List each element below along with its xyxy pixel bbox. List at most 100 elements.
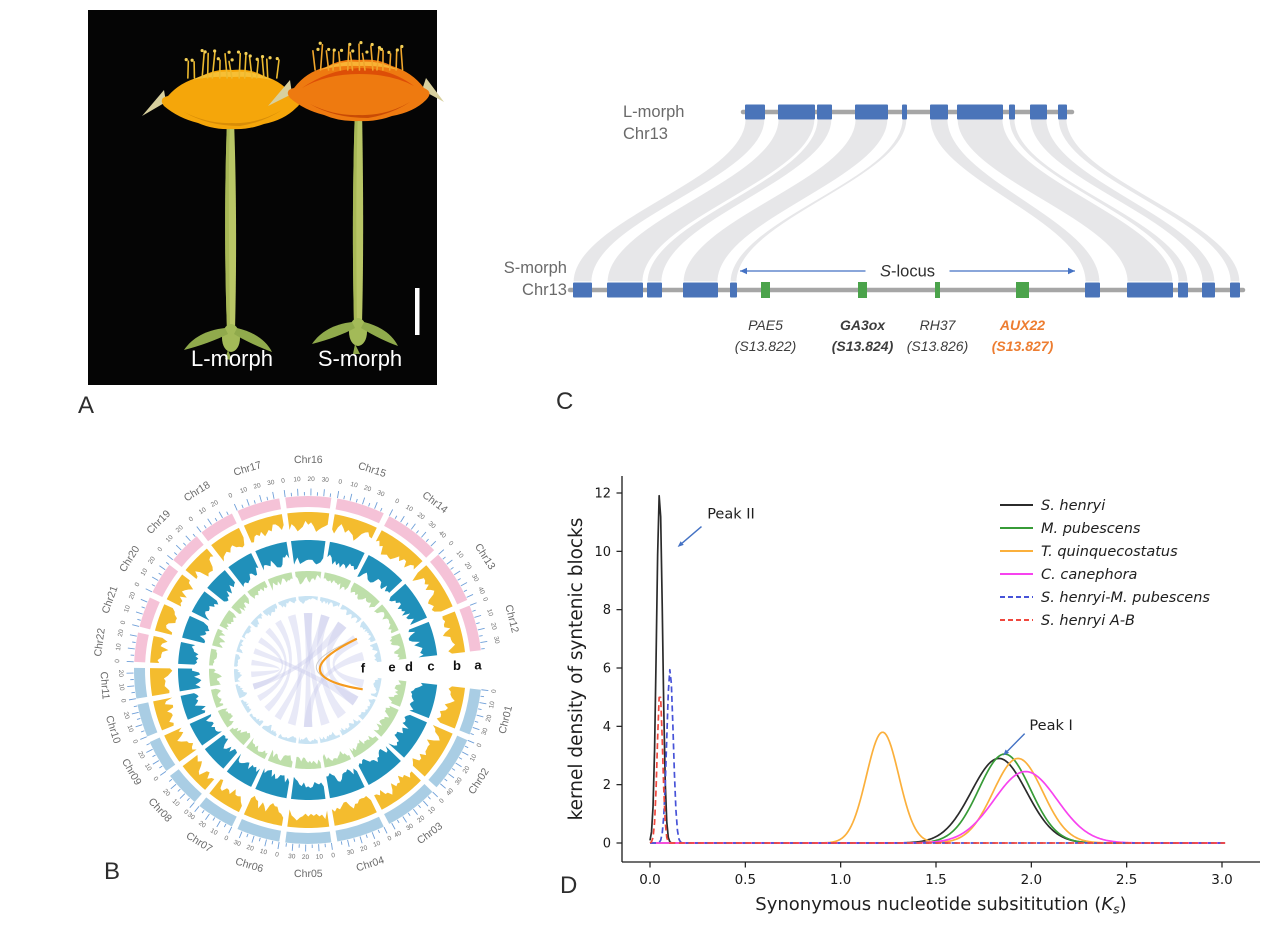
tick-label-Chr09-0: 0: [151, 775, 159, 782]
panel-label-b: B: [104, 858, 121, 885]
synteny-block-top-3: [855, 104, 888, 120]
tick-label-Chr05-30: 30: [288, 853, 296, 861]
track-d-Chr22: [209, 648, 218, 666]
track-e-Chr10: [235, 684, 248, 699]
track-d-Chr21: [212, 628, 226, 649]
chromosome-name-Chr22: Chr22: [92, 627, 108, 657]
chromosome-arc-Chr01: [459, 688, 481, 735]
track-e-Chr09: [240, 699, 252, 713]
track-c-Chr18: [228, 553, 259, 587]
gene-id-PAE5: (S13.822): [735, 338, 796, 354]
track-e-Chr21: [236, 639, 244, 654]
legend-label-5: S. henryi A-B: [1041, 613, 1135, 629]
track-d-Chr06: [267, 749, 293, 768]
track-d-Chr18: [247, 580, 268, 599]
chromosome-name-Chr12: Chr12: [502, 603, 521, 634]
track-c-Chr20: [191, 591, 219, 621]
y-tick-6: 6: [603, 662, 611, 677]
annotation-Peak-II: Peak II: [707, 506, 755, 522]
tick-label-Chr14-20: 20: [416, 511, 426, 521]
tick-label-Chr03-20: 20: [416, 814, 426, 824]
tick-label-Chr21-20: 20: [128, 591, 137, 601]
chromosome-ticks: 0102030010203040010203040010203001020300…: [114, 476, 500, 861]
chromosome-name-Chr20: Chr20: [117, 544, 142, 575]
gene-markers: [761, 282, 1029, 298]
synteny-ribbon-1: [606, 118, 816, 283]
tick-label-Chr02-20: 20: [462, 765, 472, 775]
synteny-block-bottom-6: [1127, 282, 1173, 298]
tick-label-Chr22-10: 10: [115, 643, 123, 651]
track-letter-d: d: [405, 659, 413, 674]
track-e-Chr06: [277, 734, 297, 743]
track-d-Chr17: [267, 572, 293, 591]
synteny-ribbon-5: [929, 118, 1101, 283]
ribbon-Chr18-Chr08: [264, 619, 292, 712]
synteny-ribbon-3: [682, 118, 889, 283]
synteny-block-top-9: [1058, 104, 1067, 120]
tick-label-Chr10-10: 10: [125, 724, 134, 733]
bottom-chromosome-label-line1: S-morph: [504, 259, 567, 277]
chromosome-arc-Chr13: [430, 554, 468, 605]
track-d-Chr11: [209, 668, 222, 687]
axes: 0 2 4 6 8 10 12 0.0 0.5 1.0 1.5 2.0 2.5 3.0: [594, 476, 1260, 888]
tick-label-Chr02-10: 10: [469, 753, 479, 763]
track-b-Chr17: [243, 514, 284, 543]
text-layer: PAE5 (S13.822) GA3ox (S13.824) RH37 (S13.826)…: [504, 103, 1075, 354]
chromosome-arc-Chr08: [169, 769, 202, 803]
tick-label-Chr07-20: 20: [197, 820, 207, 830]
ribbon-Chr14-Chr10: [252, 621, 347, 690]
tick-label-Chr02-40: 40: [445, 787, 455, 797]
ribbon-Chr14-Chr02: [326, 621, 359, 706]
synteny-block-top-8: [1030, 104, 1047, 120]
chromosome-arc-Chr21: [139, 597, 160, 630]
gene-id-RH37: (S13.826): [907, 338, 968, 354]
tick-label-Chr03-0: 0: [438, 797, 446, 805]
track-d-Chr03: [349, 735, 379, 758]
synteny-block-bottom-8: [1202, 282, 1215, 298]
tick-label-Chr15-0: 0: [338, 478, 343, 486]
tick-label-Chr01-20: 20: [485, 714, 494, 723]
ribbon-Chr12-Chr05: [303, 652, 365, 728]
tick-label-Chr18-20: 20: [210, 499, 220, 509]
track-d-Chr12: [389, 633, 407, 660]
tick-label-Chr21-10: 10: [123, 604, 132, 613]
track-c-Chr13: [389, 583, 427, 626]
gene-id-AUX22: (S13.827): [992, 338, 1054, 354]
tick-label-Chr17-0: 0: [228, 492, 234, 500]
track-letter-f: f: [361, 660, 366, 675]
tick-label-Chr05-0: 0: [331, 852, 336, 859]
tick-label-Chr15-10: 10: [350, 481, 359, 490]
track-b-Chr15: [332, 514, 377, 541]
ribbon-Chr22-Chr11: [251, 659, 280, 678]
kde-curve-S-henryi-M-pubescens: [650, 668, 1226, 844]
track-e-Chr11: [234, 669, 243, 683]
tick-label-Chr11-10: 10: [117, 683, 125, 691]
panel-label-c: C: [556, 388, 574, 415]
track-b-Chr01: [436, 686, 465, 729]
track-b-Chr03: [374, 771, 421, 810]
tick-label-Chr01-0: 0: [491, 689, 498, 694]
ribbon-Chr17-Chr06: [287, 614, 302, 726]
track-b-Chr12: [442, 611, 465, 654]
track-d-Chr01: [388, 680, 407, 707]
flower-stamens: [184, 48, 280, 79]
synteny-block-bottom-9: [1230, 282, 1240, 298]
synteny-blocks: [573, 104, 1240, 298]
track-e-Chr18: [262, 603, 278, 617]
track-c-Chr06: [255, 768, 290, 799]
track-d-Chr02: [373, 705, 399, 737]
tick-label-Chr15-20: 20: [363, 485, 372, 494]
y-tick-8: 8: [603, 603, 611, 618]
track-e-Chr14: [340, 604, 362, 624]
synteny-block-top-1: [778, 104, 815, 120]
track-e-Chr12: [369, 642, 382, 663]
tick-label-Chr04-0: 0: [387, 835, 394, 843]
track-b-Chr18: [211, 527, 245, 562]
density-tracks: [150, 512, 465, 828]
tick-label-Chr05-10: 10: [316, 853, 324, 860]
synteny-ribbon-2: [646, 118, 833, 283]
s-locus-arrowhead-left: [740, 267, 747, 275]
tick-label-Chr19-0: 0: [156, 546, 164, 554]
track-c-Chr14: [357, 555, 403, 593]
tick-label-Chr20-10: 10: [140, 567, 150, 577]
